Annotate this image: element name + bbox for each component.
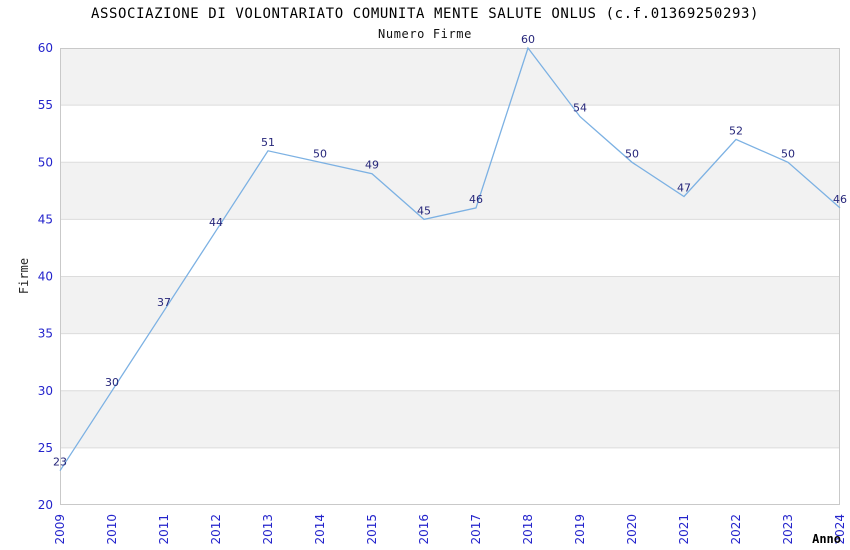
data-label: 51 [261, 136, 275, 149]
chart-title: ASSOCIAZIONE DI VOLONTARIATO COMUNITA ME… [90, 6, 760, 22]
x-tick-label: 2023 [781, 514, 795, 545]
plot-border [60, 48, 840, 505]
data-label: 30 [105, 376, 119, 389]
plot-border-rect [60, 48, 840, 505]
x-tick-label: 2020 [625, 514, 639, 545]
y-axis-title: Firme [17, 258, 31, 294]
data-label: 46 [469, 193, 483, 206]
x-axis-ticks: 2009 2010 2011 2012 2013 2014 2015 2016 2017 2018… [53, 514, 847, 545]
data-label: 50 [781, 147, 795, 160]
y-tick-label: 60 [38, 41, 53, 55]
data-label: 50 [625, 147, 639, 160]
x-tick-label: 2014 [313, 514, 327, 545]
y-tick-label: 50 [38, 155, 53, 169]
data-label: 23 [53, 456, 67, 469]
x-tick-label: 2024 [833, 514, 847, 545]
y-tick-label: 25 [38, 441, 53, 455]
data-labels: 23 30 37 44 51 50 49 45 46 60 54 50 47 52 50 46 [53, 33, 847, 469]
x-tick-label: 2019 [573, 514, 587, 545]
data-label: 52 [729, 124, 743, 137]
series-line [59, 46, 841, 472]
data-label: 46 [833, 193, 847, 206]
data-label: 50 [313, 147, 327, 160]
x-tick-label: 2018 [521, 514, 535, 545]
x-tick-label: 2015 [365, 514, 379, 545]
x-tick-label: 2016 [417, 514, 431, 545]
x-tick-label: 2009 [53, 514, 67, 545]
x-axis-title: Anno [812, 532, 841, 546]
gridlines [60, 104, 840, 449]
chart-subtitle: Numero Firme [378, 27, 472, 41]
plot-band [60, 162, 840, 220]
plot-bands [60, 48, 840, 448]
plot-band [60, 276, 840, 334]
y-tick-label: 20 [38, 498, 53, 512]
y-tick-label: 55 [38, 98, 53, 112]
x-tick-label: 2011 [157, 514, 171, 545]
x-tick-label: 2012 [209, 514, 223, 545]
plot-band [60, 390, 840, 448]
y-axis-ticks: 20 25 30 35 40 45 50 55 60 [38, 41, 53, 512]
x-tick-label: 2022 [729, 514, 743, 545]
y-tick-label: 30 [38, 384, 53, 398]
data-label: 47 [677, 182, 691, 195]
data-label: 45 [417, 204, 431, 217]
x-tick-label: 2010 [105, 514, 119, 545]
data-label: 44 [209, 216, 223, 229]
data-label: 49 [365, 159, 379, 172]
x-tick-label: 2021 [677, 514, 691, 545]
plot-band [60, 48, 840, 106]
data-label: 37 [157, 296, 171, 309]
data-label: 54 [573, 102, 587, 115]
y-tick-label: 40 [38, 270, 53, 284]
data-label: 60 [521, 33, 535, 46]
y-tick-label: 45 [38, 212, 53, 226]
series-polyline [59, 46, 841, 472]
x-tick-label: 2013 [261, 514, 275, 545]
x-tick-label: 2017 [469, 514, 483, 545]
y-tick-label: 35 [38, 327, 53, 341]
